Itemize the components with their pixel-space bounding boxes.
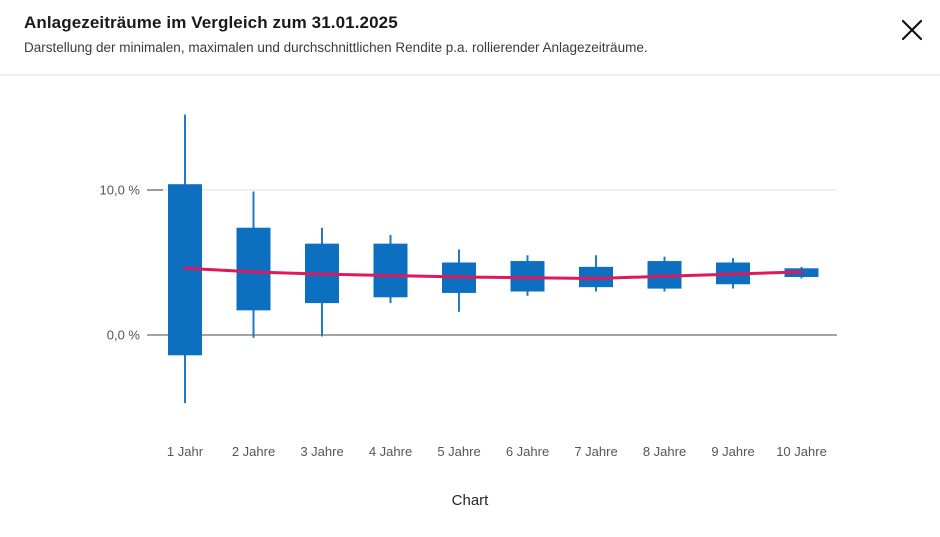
page-subtitle: Darstellung der minimalen, maximalen und… bbox=[24, 40, 648, 55]
x-axis-label: 4 Jahre bbox=[369, 444, 412, 459]
y-axis-label: 0,0 % bbox=[107, 328, 141, 343]
box[interactable] bbox=[373, 243, 408, 298]
close-icon bbox=[901, 19, 923, 41]
x-axis-label: 2 Jahre bbox=[232, 444, 275, 459]
close-button[interactable] bbox=[896, 14, 928, 46]
x-axis-label: 3 Jahre bbox=[300, 444, 343, 459]
x-axis-label: 10 Jahre bbox=[776, 444, 827, 459]
x-axis-label: 1 Jahr bbox=[167, 444, 204, 459]
x-axis-label: 8 Jahre bbox=[643, 444, 686, 459]
x-axis-label: 9 Jahre bbox=[711, 444, 754, 459]
header-divider bbox=[0, 74, 940, 76]
x-axis-label: 6 Jahre bbox=[506, 444, 549, 459]
chart-caption: Chart bbox=[451, 492, 489, 509]
x-axis-label: 5 Jahre bbox=[437, 444, 480, 459]
x-axis-label: 7 Jahre bbox=[574, 444, 617, 459]
box[interactable] bbox=[236, 227, 271, 311]
page-title: Anlagezeiträume im Vergleich zum 31.01.2… bbox=[24, 13, 398, 32]
y-axis-label: 10,0 % bbox=[100, 183, 141, 198]
average-line bbox=[183, 266, 803, 280]
